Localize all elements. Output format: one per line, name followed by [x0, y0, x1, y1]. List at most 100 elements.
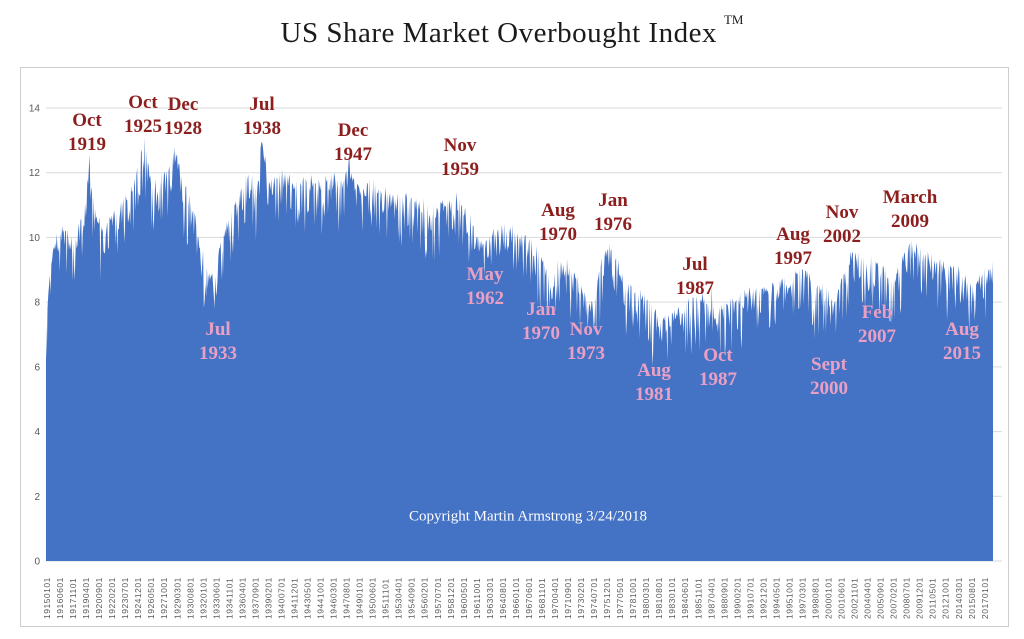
- x-tick-label: 19611001: [472, 578, 482, 619]
- x-tick-label: 20140301: [954, 577, 964, 619]
- x-tick-label: 19570701: [433, 577, 443, 619]
- x-tick-label: 19341101: [224, 578, 234, 619]
- annotation-month: March: [882, 187, 938, 208]
- x-tick-label: 19320101: [198, 577, 208, 619]
- x-tick-label: 19460301: [329, 577, 339, 619]
- annotation-month: Jul: [249, 94, 275, 115]
- y-tick-label: 6: [34, 362, 40, 373]
- x-tick-label: 19271001: [159, 577, 169, 619]
- x-tick-label: 20040401: [863, 577, 873, 619]
- annotation-trough-sept-2000: Sept 2000: [810, 353, 848, 401]
- x-tick-label: 19581201: [446, 577, 456, 619]
- x-tick-label: 19241201: [133, 577, 143, 619]
- annotation-month: Dec: [337, 120, 369, 141]
- annotation-trough-aug-1981: Aug 1981: [635, 359, 673, 407]
- x-tick-label: 19951001: [784, 577, 794, 619]
- x-tick-label: 19700401: [550, 577, 560, 619]
- annotation-year: 1987: [676, 278, 714, 299]
- y-tick-label: 10: [29, 233, 41, 244]
- x-tick-label: 19921201: [758, 577, 768, 619]
- x-tick-label: 19710901: [563, 577, 573, 619]
- annotation-peak-march-2009: March 2009: [883, 186, 938, 234]
- chart-svg: 0 2 4 6 8 10 12 14 19150101 19160601 19171101 19190…: [29, 104, 1002, 619]
- page-title-text: US Share Market Overbought Index: [280, 17, 717, 49]
- y-tick-label: 2: [34, 492, 40, 503]
- x-tick-label: 19360401: [237, 577, 247, 619]
- x-tick-label: 20121001: [941, 577, 951, 619]
- x-tick-label: 19260501: [146, 577, 156, 619]
- x-tick-label: 19880901: [719, 577, 729, 619]
- x-tick-label: 19681101: [537, 578, 547, 619]
- annotation-peak-dec-1928: Dec 1928: [164, 93, 202, 141]
- annotation-trough-jul-1933: Jul 1933: [199, 318, 237, 366]
- x-tick-label: 19441001: [316, 577, 326, 619]
- x-tick-label: 19490101: [355, 577, 365, 619]
- annotation-month: Feb: [861, 302, 893, 323]
- overbought-index-chart: 0 2 4 6 8 10 12 14 19150101 19160601 19171101 19190…: [20, 67, 1009, 627]
- x-tick-label: 19660101: [511, 577, 521, 619]
- annotation-year: 1973: [567, 343, 605, 364]
- x-tick-label: 19730201: [576, 577, 586, 619]
- x-tick-label: 19600501: [459, 577, 469, 619]
- x-tick-label: 19630301: [485, 577, 495, 619]
- x-tick-label: 19900201: [732, 577, 742, 619]
- y-tick-label: 8: [34, 298, 40, 309]
- x-tick-label: 20150801: [967, 577, 977, 619]
- annotation-year: 1938: [243, 118, 281, 139]
- x-tick-label: 19511101: [381, 578, 391, 619]
- annotation-year: 2009: [891, 211, 929, 232]
- x-tick-label: 20070201: [889, 577, 899, 619]
- x-tick-label: 19810801: [654, 577, 664, 619]
- annotation-year: 1997: [774, 248, 812, 269]
- annotation-peak-nov-2002: Nov 2002: [823, 201, 861, 249]
- annotation-year: 1925: [124, 116, 162, 137]
- x-tick-label: 19540901: [407, 577, 417, 619]
- annotation-month: Dec: [167, 94, 199, 115]
- x-tick-label: 19851101: [693, 578, 703, 619]
- annotation-trough-aug-2015: Aug 2015: [943, 318, 981, 366]
- x-tick-label: 19160601: [55, 577, 65, 619]
- x-tick-label: 20000101: [824, 577, 834, 619]
- annotation-year: 1970: [539, 224, 577, 245]
- annotation-month: Jan: [526, 299, 556, 320]
- x-tick-label: 19940501: [771, 577, 781, 619]
- annotation-trough-feb-2007: Feb 2007: [858, 301, 896, 349]
- annotation-year: 1933: [199, 343, 237, 364]
- y-tick-label: 4: [34, 427, 40, 438]
- annotation-month: Nov: [569, 319, 603, 340]
- annotation-year: 2000: [810, 378, 848, 399]
- annotation-month: Sept: [811, 354, 847, 375]
- x-tick-label: 19910701: [745, 577, 755, 619]
- x-tick-label: 19190401: [81, 577, 91, 619]
- annotation-month: Nov: [825, 202, 859, 223]
- annotation-trough-nov-1973: Nov 1973: [567, 318, 605, 366]
- annotation-month: Jul: [682, 254, 708, 275]
- annotation-year: 1928: [164, 118, 202, 139]
- x-tick-label: 19840601: [680, 577, 690, 619]
- x-tick-label: 19830101: [667, 577, 677, 619]
- x-tick-label: 19290301: [172, 577, 182, 619]
- x-tick-label: 19800301: [641, 577, 651, 619]
- annotation-year: 1970: [522, 323, 560, 344]
- annotation-peak-nov-1959: Nov 1959: [441, 134, 479, 182]
- annotation-peak-jul-1987: Jul 1987: [676, 253, 714, 301]
- annotation-month: Aug: [776, 224, 810, 245]
- annotation-year: 1976: [594, 214, 632, 235]
- x-tick-label: 19230701: [120, 577, 130, 619]
- x-tick-label: 19980801: [811, 577, 821, 619]
- annotation-peak-aug-1970: Aug 1970: [539, 199, 577, 247]
- x-tick-label: 20050901: [876, 577, 886, 619]
- annotation-month: May: [466, 264, 504, 285]
- x-tick-label: 19430501: [303, 577, 313, 619]
- x-tick-label: 20080701: [902, 577, 912, 619]
- annotation-year: 1981: [635, 384, 673, 405]
- x-tick-label: 19390201: [263, 577, 273, 619]
- x-tick-label: 19560201: [420, 577, 430, 619]
- x-tick-label: 19370901: [250, 577, 260, 619]
- annotation-year: 1919: [68, 134, 106, 155]
- annotation-month: Aug: [637, 360, 671, 381]
- annotation-year: 2007: [858, 326, 896, 347]
- x-tick-label: 20170101: [980, 577, 990, 619]
- x-tick-label: 19530401: [394, 577, 404, 619]
